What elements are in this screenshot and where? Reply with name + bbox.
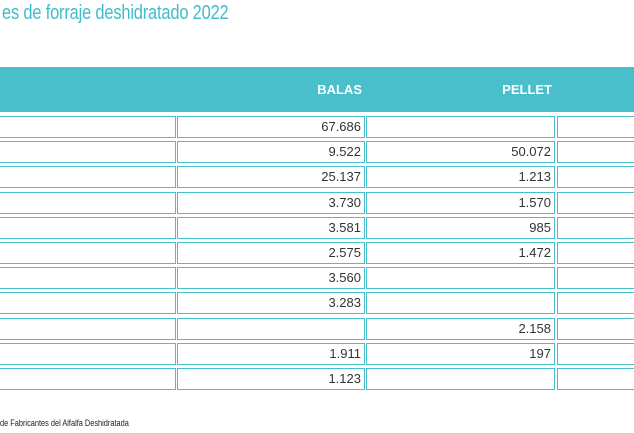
extra-cell bbox=[557, 317, 634, 340]
balas-cell: 1.123 bbox=[177, 367, 365, 390]
pellet-cell: 1.213 bbox=[366, 166, 555, 189]
row-label-cell bbox=[0, 342, 176, 365]
row-label-cell bbox=[0, 116, 176, 138]
row-label-cell bbox=[0, 267, 176, 290]
pellet-cell: 2.158 bbox=[366, 317, 555, 340]
row-label-cell bbox=[0, 166, 176, 189]
row-label-cell bbox=[0, 216, 176, 239]
table-row: 1.123 bbox=[0, 367, 634, 392]
row-label-cell bbox=[0, 141, 176, 164]
table-row: 3.283 bbox=[0, 291, 634, 316]
balas-cell: 9.522 bbox=[177, 141, 365, 164]
table-row: 2.158 bbox=[0, 317, 634, 342]
source-note: de Fabricantes del Alfalfa Deshidratada bbox=[0, 418, 129, 428]
extra-cell bbox=[557, 292, 634, 315]
table-row: 3.730 1.570 bbox=[0, 191, 634, 216]
table-row: 67.686 bbox=[0, 115, 634, 140]
balas-cell: 3.283 bbox=[177, 292, 365, 315]
row-label-cell bbox=[0, 317, 176, 340]
extra-cell bbox=[557, 166, 634, 189]
pellet-cell bbox=[366, 292, 555, 315]
pellet-cell bbox=[366, 367, 555, 390]
extra-cell bbox=[557, 267, 634, 290]
pellet-cell bbox=[366, 116, 555, 138]
extra-cell bbox=[557, 141, 634, 164]
pellet-cell: 1.472 bbox=[366, 241, 555, 264]
pellet-cell: 197 bbox=[366, 342, 555, 365]
pellet-cell: 50.072 bbox=[366, 141, 555, 164]
balas-cell: 3.730 bbox=[177, 191, 365, 214]
extra-cell bbox=[557, 216, 634, 239]
table-row: 2.575 1.472 bbox=[0, 241, 634, 266]
pellet-cell: 1.570 bbox=[366, 191, 555, 214]
row-label-cell bbox=[0, 191, 176, 214]
table-row: 25.137 1.213 bbox=[0, 165, 634, 190]
row-label-cell bbox=[0, 367, 176, 390]
pellet-cell bbox=[366, 267, 555, 290]
row-label-cell bbox=[0, 292, 176, 315]
extra-cell bbox=[557, 191, 634, 214]
column-header-pellet: PELLET bbox=[502, 82, 552, 97]
balas-cell: 3.560 bbox=[177, 267, 365, 290]
table-body: 67.686 9.522 50.072 25.137 1.213 3.730 1… bbox=[0, 115, 634, 392]
table-title: es de forraje deshidratado 2022 bbox=[2, 2, 229, 24]
balas-cell: 67.686 bbox=[177, 116, 365, 138]
balas-cell: 1.911 bbox=[177, 342, 365, 365]
extra-cell bbox=[557, 342, 634, 365]
balas-cell bbox=[177, 317, 365, 340]
extra-cell bbox=[557, 241, 634, 264]
pellet-cell: 985 bbox=[366, 216, 555, 239]
table-header: BALAS PELLET bbox=[0, 67, 634, 112]
extra-cell bbox=[557, 116, 634, 138]
balas-cell: 2.575 bbox=[177, 241, 365, 264]
row-label-cell bbox=[0, 241, 176, 264]
table-row: 3.560 bbox=[0, 266, 634, 291]
table-row: 3.581 985 bbox=[0, 216, 634, 241]
balas-cell: 25.137 bbox=[177, 166, 365, 189]
balas-cell: 3.581 bbox=[177, 216, 365, 239]
table-row: 9.522 50.072 bbox=[0, 140, 634, 165]
extra-cell bbox=[557, 367, 634, 390]
table-row: 1.911 197 bbox=[0, 342, 634, 367]
column-header-balas: BALAS bbox=[317, 82, 362, 97]
